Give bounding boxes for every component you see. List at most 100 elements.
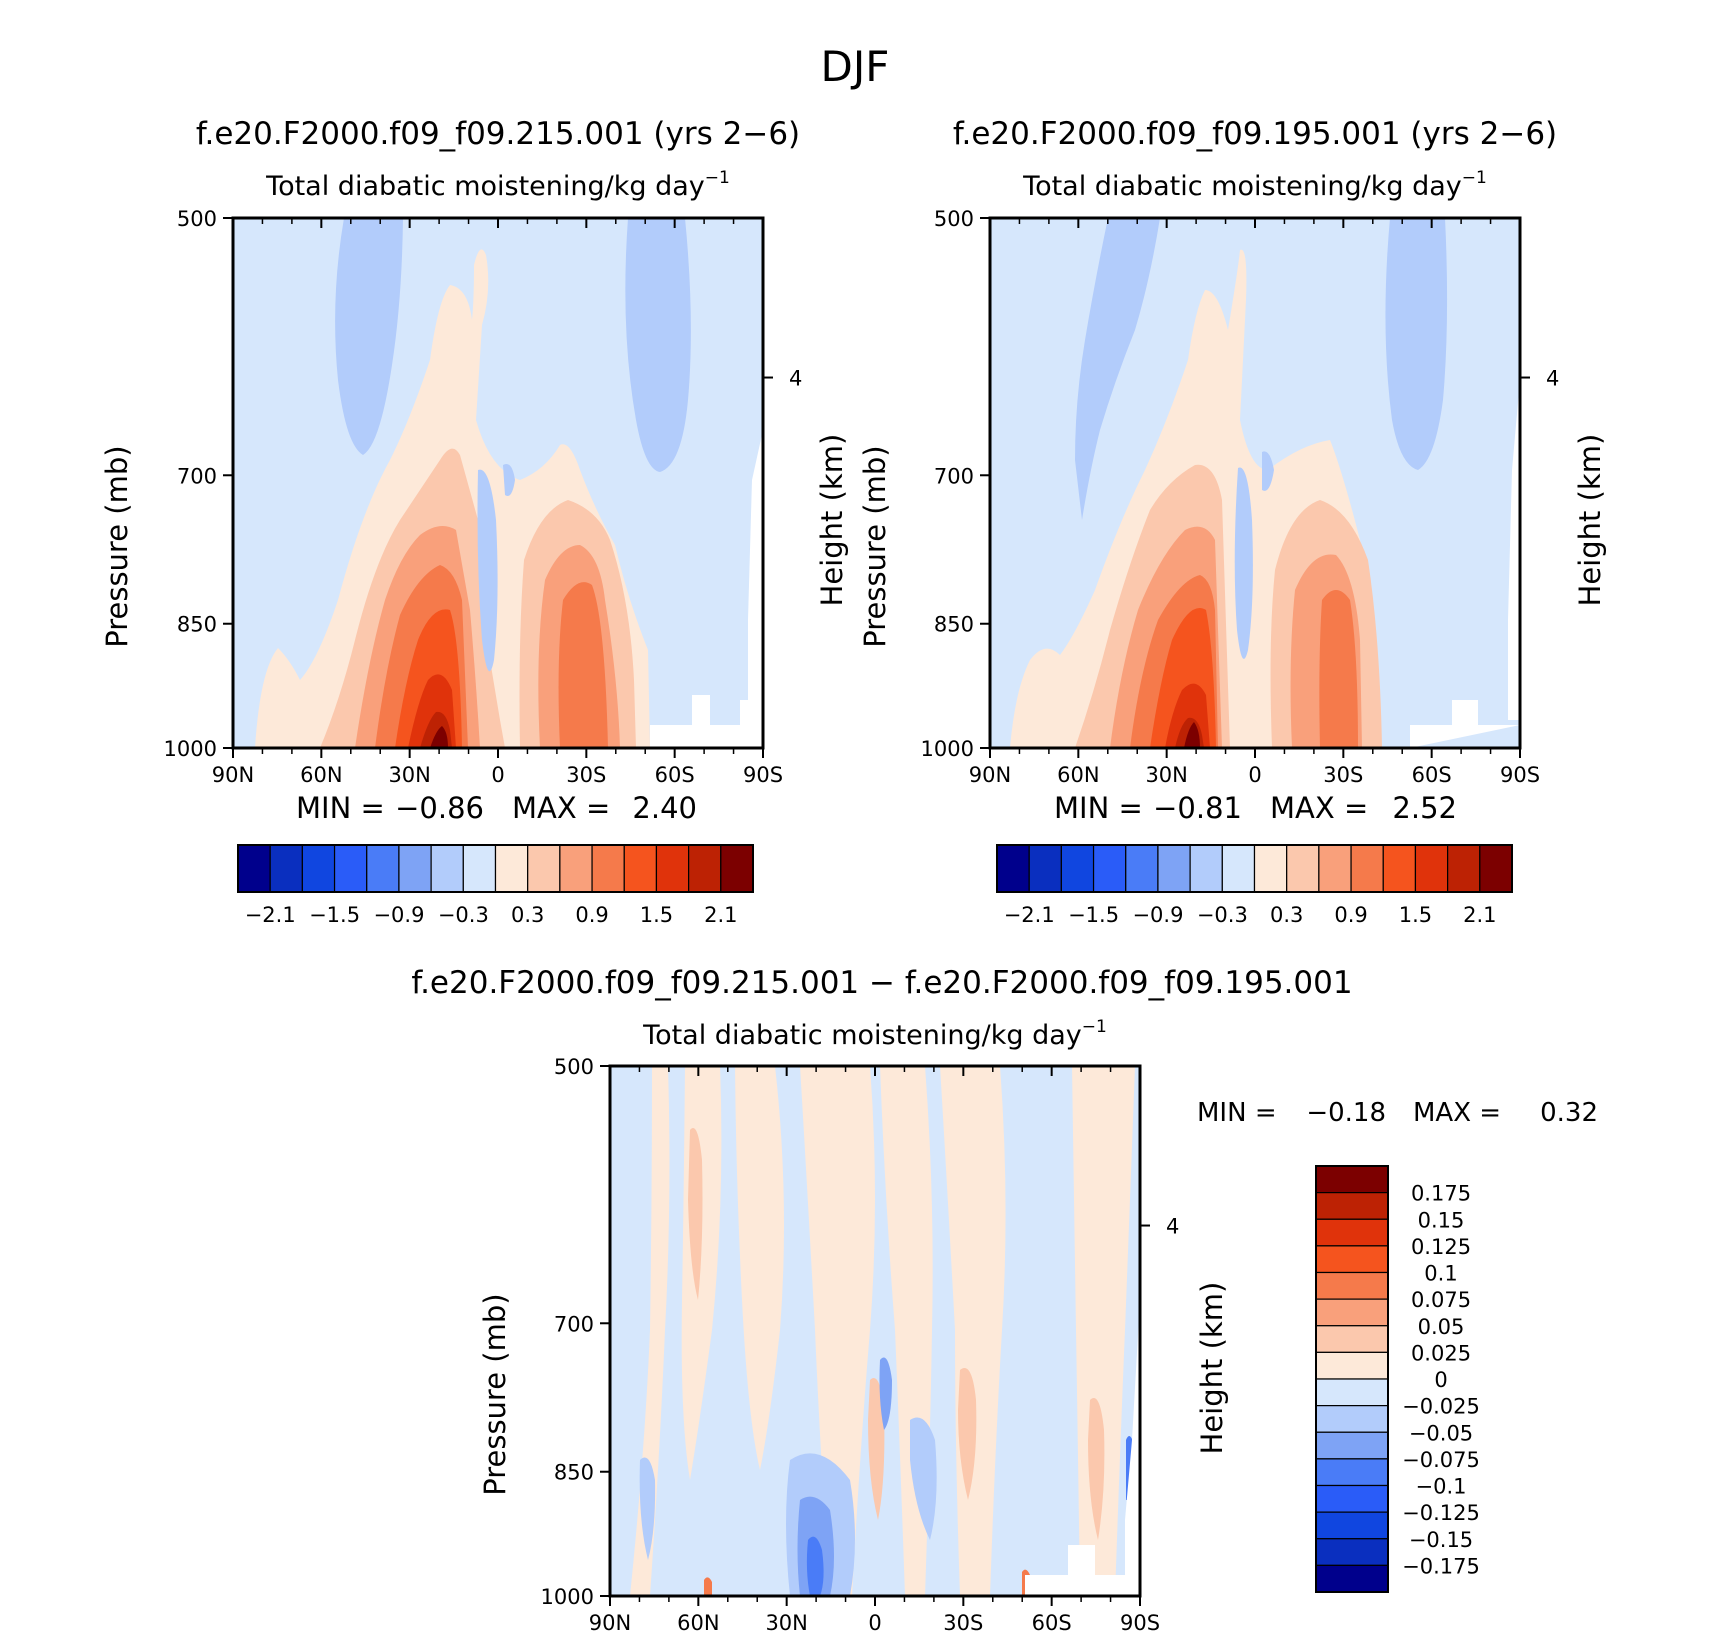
colorbar-swatch xyxy=(1479,844,1513,893)
colorbar-label: 2.1 xyxy=(704,903,737,927)
equator-blue-notch xyxy=(477,469,498,672)
blue-lobe-sh xyxy=(1385,218,1448,470)
neg-blob-c xyxy=(806,1536,824,1596)
neg-blob-d xyxy=(910,1417,937,1540)
blue-lobe-sh xyxy=(625,218,691,472)
pos-blob-b xyxy=(868,1378,885,1520)
colorbar-frame xyxy=(996,844,1513,893)
panel-diff-colorbar: 0.1750.150.1250.10.0750.050.0250−0.025−0… xyxy=(1315,1165,1480,1593)
missing-data-patch xyxy=(1410,700,1520,748)
x-tick-label: 60S xyxy=(1032,1611,1072,1635)
x-tick-label: 30N xyxy=(388,763,430,787)
pos-stripe-1 xyxy=(630,1066,670,1596)
equator-blue-notch xyxy=(1234,467,1253,659)
y2-tick-label: 4 xyxy=(789,367,802,391)
colorbar-swatch xyxy=(1286,844,1320,893)
panel-right-field xyxy=(990,218,1520,748)
panel-left-colorbar: −2.1 −1.5 −0.9 −0.3 0.3 0.9 1.5 2.1 xyxy=(237,844,754,927)
colorbar-label: 0.125 xyxy=(1411,1235,1471,1259)
colorbar-swatch xyxy=(1189,844,1223,893)
colorbar-swatch xyxy=(1221,844,1256,893)
colorbar-swatch xyxy=(1350,844,1384,893)
colorbar-swatch xyxy=(1060,844,1095,893)
panel-left-title: f.e20.F2000.f09_f09.215.001 (yrs 2−6) xyxy=(196,116,800,152)
x-tick-label: 30N xyxy=(765,1611,807,1635)
colorbar-swatch xyxy=(1315,1564,1389,1593)
panel-diff-field xyxy=(610,1066,1140,1596)
pos-blob-d xyxy=(1088,1398,1105,1540)
panel-diff-minmax: MIN = −0.18 MAX = 0.32 xyxy=(1197,1098,1598,1128)
x-tick-label: 30N xyxy=(1145,763,1187,787)
colorbar-swatch xyxy=(462,844,497,893)
colorbar-label: −0.175 xyxy=(1402,1554,1480,1578)
colorbar-swatch xyxy=(1315,1298,1389,1327)
x-tick-label: 60S xyxy=(655,763,695,787)
y2-tick-label: 4 xyxy=(1546,367,1559,391)
x-tick-label: 60N xyxy=(677,1611,719,1635)
missing-data-patch xyxy=(650,695,763,748)
y-tick-label: 700 xyxy=(177,464,217,488)
x-tick-label: 90S xyxy=(1500,763,1540,787)
contour-2.1 xyxy=(430,726,448,748)
colorbar-label: 0.15 xyxy=(1418,1208,1465,1232)
min-value: −0.18 xyxy=(1306,1098,1386,1128)
sh-blue-blob xyxy=(1262,451,1274,491)
colorbar-label: 0.3 xyxy=(1270,903,1303,927)
colorbar-swatch xyxy=(1315,1405,1389,1433)
colorbar-swatch xyxy=(1315,1245,1389,1274)
min-label: MIN = xyxy=(1197,1098,1277,1128)
max-value: 0.32 xyxy=(1540,1098,1598,1128)
x-tick-label: 30S xyxy=(943,1611,983,1635)
colorbar-label: −0.15 xyxy=(1409,1528,1473,1552)
panel-right: f.e20.F2000.f09_f09.195.001 (yrs 2−6) To… xyxy=(858,116,1607,787)
x-tick-label: 30S xyxy=(1323,763,1363,787)
x-tick-label: 30S xyxy=(566,763,606,787)
y-tick-label: 850 xyxy=(177,613,217,637)
colorbar-swatch xyxy=(720,844,754,893)
colorbar-swatch xyxy=(1315,1192,1389,1220)
x-tick-label: 90N xyxy=(589,1611,631,1635)
colorbar-label: −0.9 xyxy=(373,903,424,927)
y-axis-label: Pressure (mb) xyxy=(100,445,134,647)
colorbar-swatch xyxy=(1157,844,1191,893)
panel-left-field xyxy=(233,218,763,748)
colorbar-swatch xyxy=(996,844,1030,893)
panel-diff-title: f.e20.F2000.f09_f09.215.001 − f.e20.F200… xyxy=(411,965,1352,1001)
colorbar-swatch xyxy=(333,844,368,893)
pos-stripe-3 xyxy=(735,1066,784,1470)
y2-axis-label: Height (km) xyxy=(1573,434,1607,607)
colorbar-swatch xyxy=(366,844,400,893)
colorbar-swatch xyxy=(1315,1484,1389,1513)
colorbar-swatch xyxy=(1315,1458,1389,1487)
colorbar-swatch xyxy=(1315,1378,1389,1407)
colorbar-label: −0.3 xyxy=(438,903,489,927)
colorbar-swatch xyxy=(1315,1271,1389,1300)
panel-left-subtitle: Total diabatic moistening/kg day−1 xyxy=(265,168,730,202)
missing-data-edge xyxy=(748,430,763,700)
blue-lobe-nh xyxy=(1075,218,1160,520)
pos-stripe-4 xyxy=(800,1066,875,1596)
y-tick-label: 850 xyxy=(934,613,974,637)
y-axis-label: Pressure (mb) xyxy=(478,1293,512,1495)
colorbar-swatch xyxy=(1315,1165,1389,1194)
panel-diff: f.e20.F2000.f09_f09.215.001 − f.e20.F200… xyxy=(411,965,1352,1635)
max-value: 2.40 xyxy=(632,791,697,825)
missing-data-patch xyxy=(1025,1545,1140,1596)
colorbar-swatch xyxy=(398,844,432,893)
colorbar-swatch xyxy=(1315,1538,1389,1566)
colorbar-label: 0.175 xyxy=(1411,1182,1471,1206)
colorbar-swatch xyxy=(494,844,529,893)
colorbar-swatch xyxy=(301,844,336,893)
colorbar-swatch xyxy=(1315,1511,1389,1540)
panel-left-minmax: MIN = −0.86 MAX = 2.40 xyxy=(296,791,697,825)
colorbar-label: −2.1 xyxy=(245,903,296,927)
colorbar-label: −0.3 xyxy=(1197,903,1248,927)
y-tick-label: 850 xyxy=(554,1461,594,1485)
colorbar-swatch xyxy=(688,844,722,893)
colorbar-label: 0.9 xyxy=(575,903,608,927)
x-tick-label: 60S xyxy=(1412,763,1452,787)
y-tick-label: 500 xyxy=(177,207,217,231)
panel-right-minmax: MIN = −0.81 MAX = 2.52 xyxy=(1054,791,1457,825)
y-tick-label: 500 xyxy=(934,207,974,231)
panel-right-title: f.e20.F2000.f09_f09.195.001 (yrs 2−6) xyxy=(953,116,1557,152)
